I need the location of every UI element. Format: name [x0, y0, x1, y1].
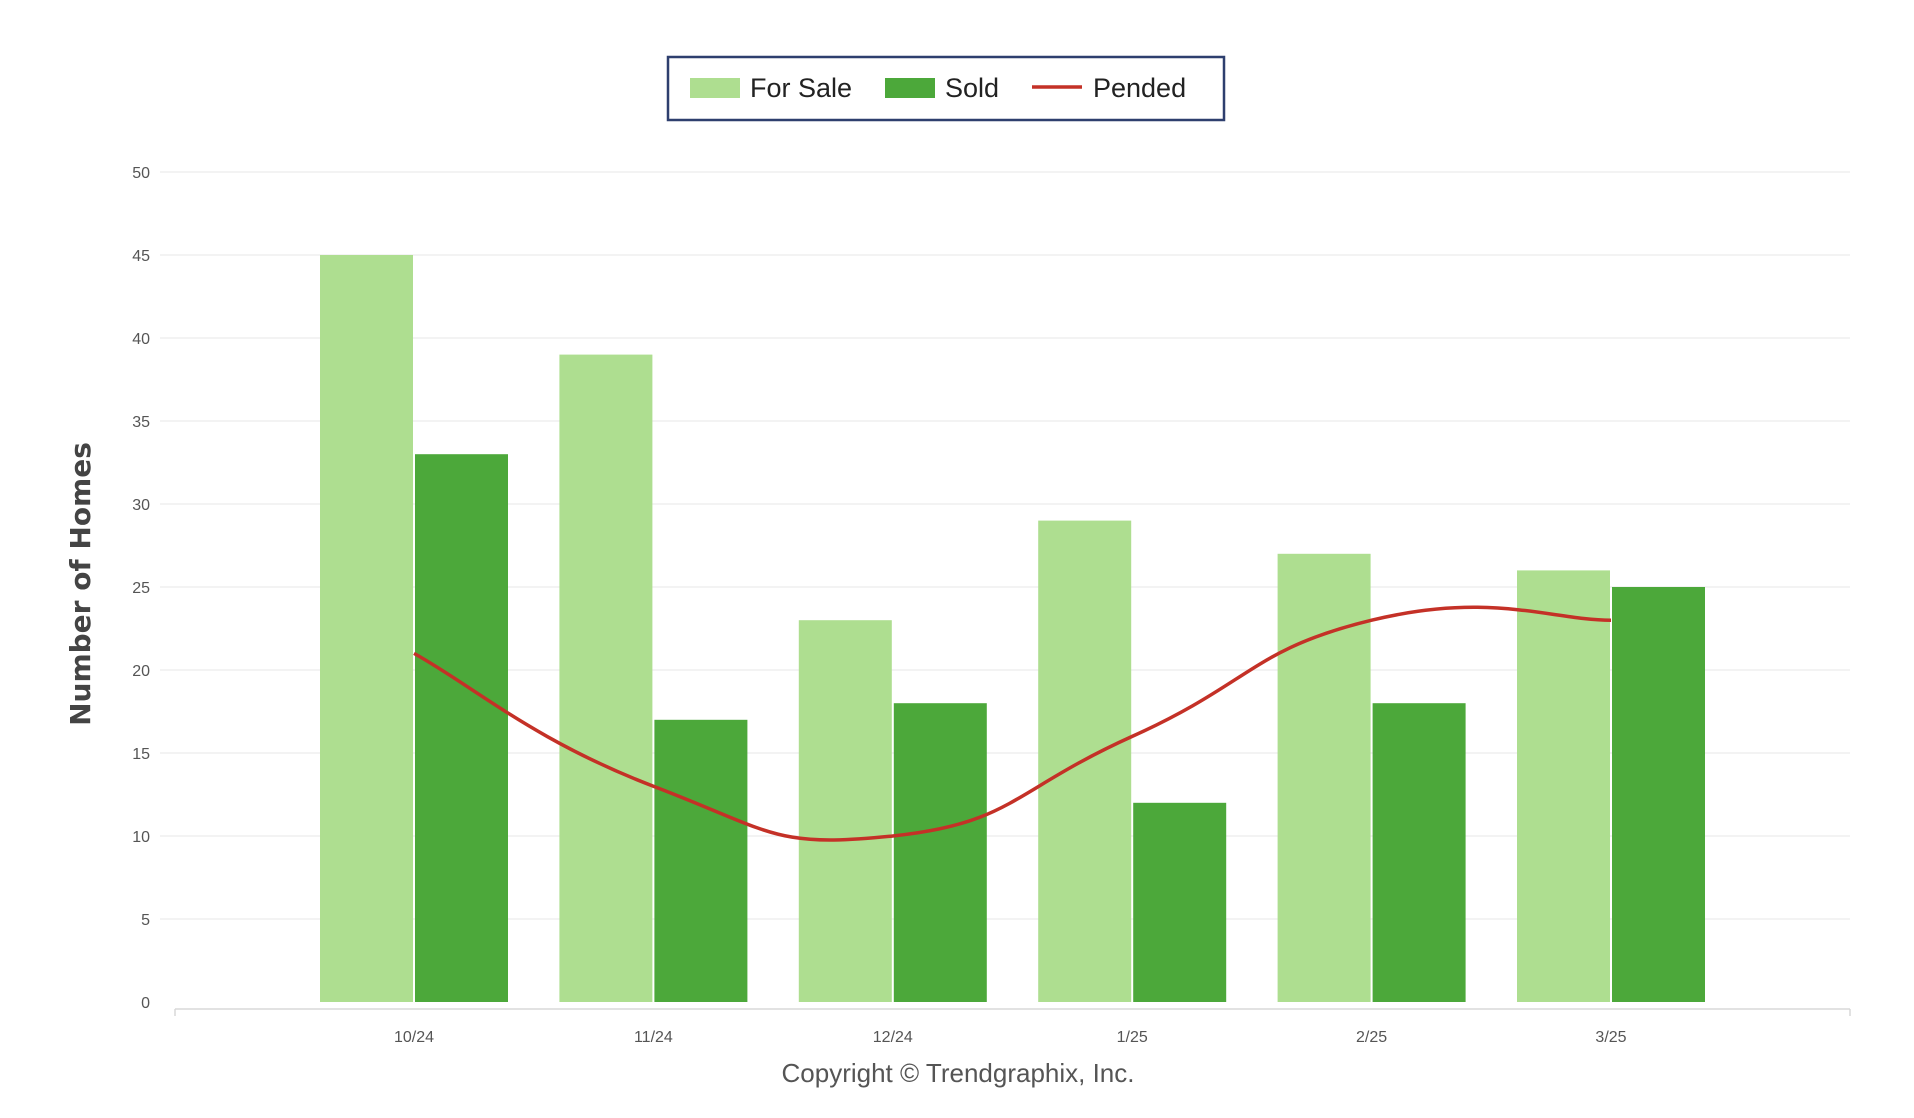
legend-swatch-for-sale: [690, 78, 740, 98]
bar-sold-10-24: [415, 454, 508, 1002]
y-tick-label: 15: [132, 746, 150, 763]
y-tick-label: 0: [141, 995, 150, 1012]
y-tick-label: 5: [141, 912, 150, 929]
y-tick-label: 45: [132, 248, 150, 265]
line-pended: [413, 605, 1612, 842]
y-tick-label: 35: [132, 414, 150, 431]
y-tick-label: 20: [132, 663, 150, 680]
bar-for-sale-2-25: [1277, 553, 1371, 1002]
bar-for-sale-10-24: [320, 255, 413, 1002]
bar-for-sale-11-24: [559, 354, 653, 1003]
legend-frame: [666, 55, 1226, 122]
bar-sold-1-25: [1133, 802, 1227, 1002]
y-tick-label: 25: [132, 580, 150, 597]
bar-sold-11-24: [654, 719, 748, 1002]
legend: For Sale Sold Pended: [666, 55, 1226, 122]
y-tick-label: 40: [132, 331, 150, 348]
bar-sold-2-25: [1372, 703, 1466, 1002]
legend-label-sold: Sold: [945, 73, 999, 103]
y-tick-label: 10: [132, 829, 150, 846]
y-tick-label: 50: [132, 165, 150, 182]
line-layer: [413, 605, 1612, 842]
y-axis-title: Number of Homes: [64, 442, 97, 726]
bar-for-sale-12-24: [798, 620, 892, 1002]
legend-label-for-sale: For Sale: [750, 73, 852, 103]
x-tick-label: 2/25: [1356, 1029, 1387, 1046]
x-tick-label: 10/24: [394, 1029, 434, 1046]
x-tick-label: 1/25: [1117, 1029, 1148, 1046]
x-tick-label: 3/25: [1595, 1029, 1626, 1046]
bar-sold-3-25: [1612, 587, 1705, 1002]
x-tick-label: 12/24: [873, 1029, 913, 1046]
bar-sold-12-24: [893, 703, 987, 1002]
legend-swatch-sold: [885, 78, 935, 98]
x-tick-label: 11/24: [634, 1029, 673, 1046]
copyright-footer: Copyright © Trendgraphix, Inc.: [782, 1058, 1135, 1088]
bars-layer: [320, 255, 1705, 1003]
axis-layer: 0 5 10 15 20 25 30 35 40 45 50 10/24 11/24 12/24 1/25 2…: [132, 165, 1851, 1046]
y-tick-label: 30: [132, 497, 150, 514]
bar-for-sale-3-25: [1517, 570, 1610, 1002]
legend-label-pended: Pended: [1093, 73, 1186, 103]
